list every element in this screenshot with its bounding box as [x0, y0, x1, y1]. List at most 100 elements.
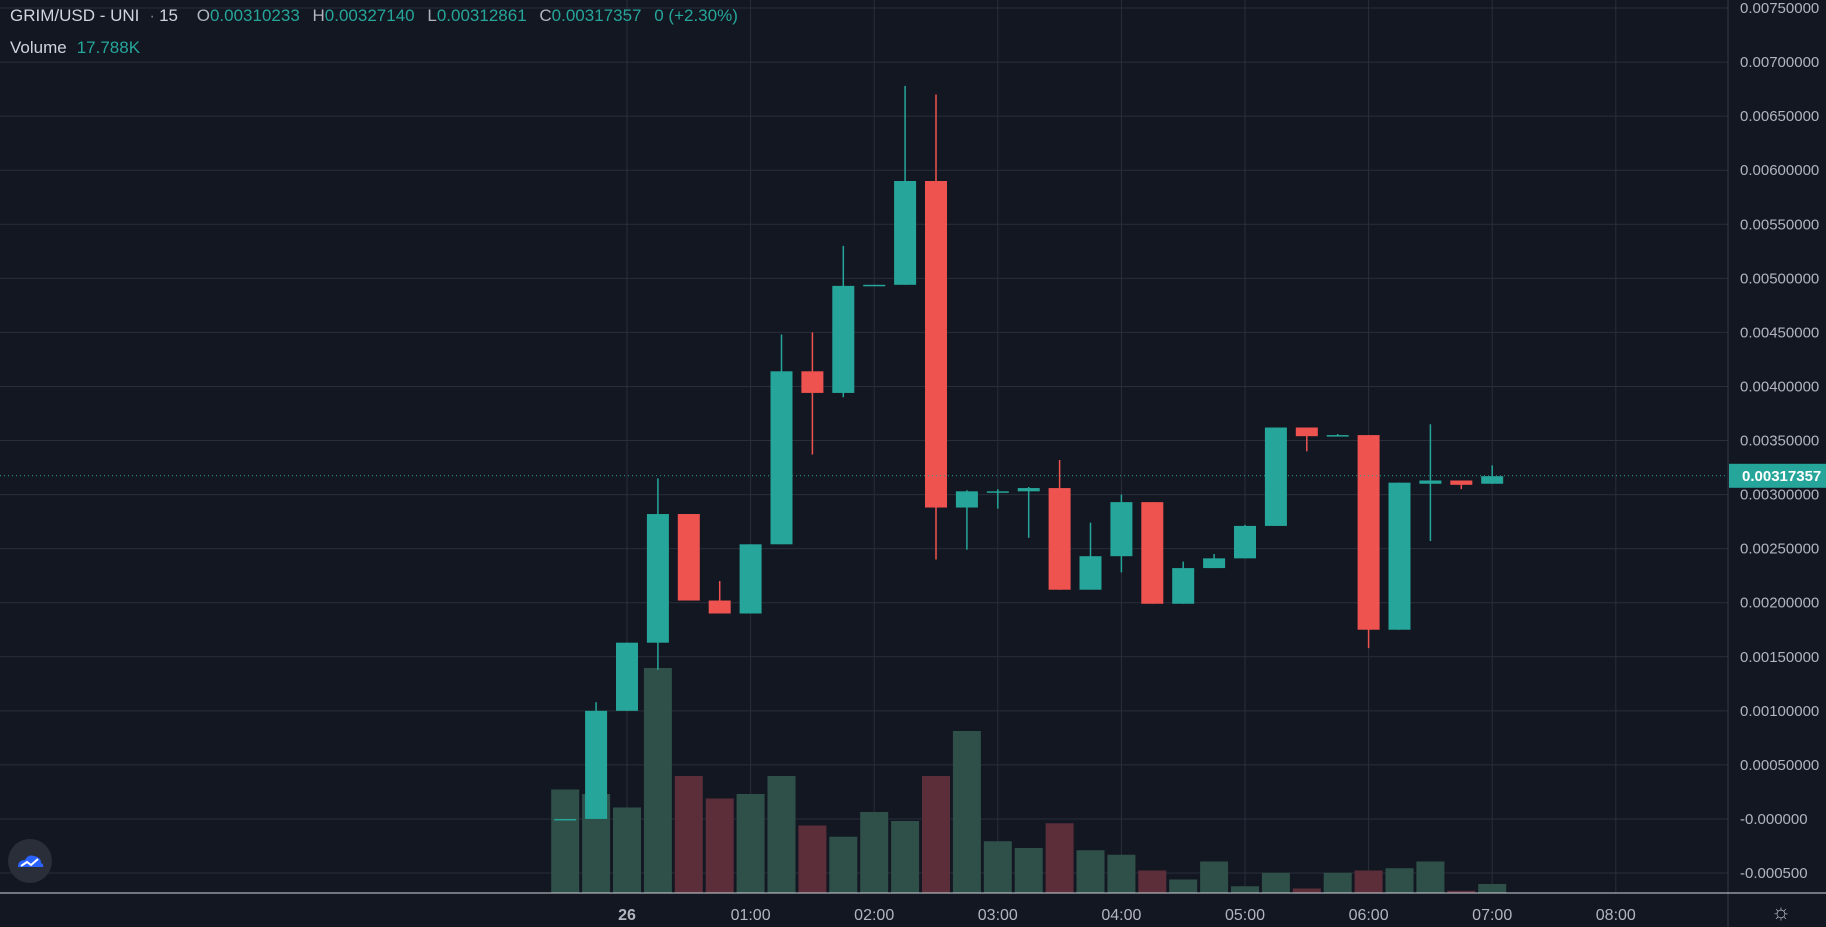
volume-bar — [1385, 868, 1414, 893]
time-tick-label: 03:00 — [978, 907, 1018, 924]
volume-bar — [705, 798, 734, 893]
price-tick-label: 0.00650000 — [1740, 108, 1819, 125]
candle-body — [646, 514, 669, 643]
candle-body — [955, 491, 978, 508]
volume-bar — [1200, 861, 1229, 893]
volume-bar — [952, 731, 981, 893]
volume-bar — [1045, 823, 1074, 893]
volume-bar — [1292, 888, 1321, 893]
price-tick-label: 0.00400000 — [1740, 378, 1819, 395]
time-tick-label: 02:00 — [854, 907, 894, 924]
volume-bar — [643, 668, 672, 893]
candle-body — [1079, 556, 1102, 590]
volume-bar — [1107, 854, 1136, 893]
price-tick-label: -0.000500 — [1740, 865, 1808, 882]
candle-body — [739, 544, 762, 614]
price-tick-label: 0.00550000 — [1740, 216, 1819, 233]
candle-body — [1264, 427, 1287, 526]
volume-bar — [1478, 884, 1507, 893]
volume-legend: Volume 17.788K — [10, 38, 140, 58]
price-tick-label: 0.00750000 — [1740, 0, 1819, 17]
volume-bar — [829, 836, 858, 893]
volume-value: 17.788K — [76, 38, 141, 57]
candle-body — [1203, 558, 1226, 569]
volume-bar — [736, 794, 765, 893]
candle-body — [1141, 502, 1164, 604]
volume-bar — [1261, 872, 1290, 893]
candle-body — [801, 371, 824, 393]
volume-bars — [551, 668, 1507, 893]
high-label: H — [312, 6, 325, 25]
tradingview-cloud-icon[interactable] — [8, 839, 52, 883]
volume-label: Volume — [10, 38, 67, 57]
volume-bar — [1169, 879, 1198, 893]
volume-bar — [613, 807, 641, 893]
candle-body — [1234, 525, 1256, 559]
candle-body — [554, 818, 577, 821]
candle-body — [894, 181, 917, 285]
volume-bar — [1416, 861, 1445, 893]
volume-bar — [1014, 848, 1043, 893]
symbol-legend: GRIM/USD - UNI · 15 O0.00310233 H0.0032714… — [10, 6, 738, 25]
candle-body — [677, 514, 700, 601]
open-label: O — [196, 6, 210, 25]
time-tick-label: 06:00 — [1349, 907, 1389, 924]
grid-lines — [0, 0, 1728, 893]
open-value: 0.00310233 — [209, 6, 300, 25]
time-tick-label: 01:00 — [731, 907, 771, 924]
time-tick-label: 26 — [618, 907, 636, 924]
price-tick-label: 0.00150000 — [1740, 649, 1819, 666]
price-tick-label: 0.00100000 — [1740, 703, 1819, 720]
volume-bar — [983, 841, 1012, 893]
volume-bar — [1076, 850, 1105, 893]
price-tick-label: -0.000000 — [1740, 811, 1808, 828]
time-tick-label: 05:00 — [1225, 907, 1265, 924]
time-tick-label: 07:00 — [1472, 907, 1512, 924]
price-tick-label: 0.00250000 — [1740, 541, 1819, 558]
price-candles — [554, 85, 1504, 821]
candle-body — [1326, 435, 1349, 437]
candle-body — [1048, 488, 1071, 590]
candle-body — [1110, 502, 1133, 557]
symbol-name[interactable]: GRIM/USD - UNI — [10, 6, 140, 25]
candle-body — [616, 642, 638, 711]
gear-icon[interactable]: ☼ — [1770, 899, 1792, 924]
candle-body — [1017, 488, 1040, 492]
price-tick-label: 0.00700000 — [1740, 54, 1819, 71]
time-tick-label: 04:00 — [1101, 907, 1141, 924]
candle-body — [925, 181, 947, 508]
volume-bar — [891, 821, 920, 893]
candle-body — [708, 600, 731, 614]
price-tick-label: 0.00350000 — [1740, 433, 1819, 450]
volume-bar — [1447, 890, 1476, 893]
candle-body — [1295, 427, 1318, 437]
candle-body — [1481, 476, 1504, 484]
last-price-label: 0.00317357 — [1742, 468, 1821, 485]
time-tick-label: 08:00 — [1596, 907, 1636, 924]
price-tick-label: 0.00050000 — [1740, 757, 1819, 774]
low-label: L — [427, 6, 437, 25]
change-value: 0 (+2.30%) — [654, 6, 738, 25]
candle-body — [1357, 435, 1380, 630]
volume-bar — [1231, 886, 1259, 893]
low-value: 0.00312861 — [436, 6, 527, 25]
close-value: 0.00317357 — [551, 6, 642, 25]
volume-bar — [1323, 872, 1352, 893]
candle-body — [770, 371, 793, 545]
volume-bar — [551, 789, 580, 893]
volume-bar — [798, 825, 827, 893]
candle-body — [986, 491, 1009, 493]
high-value: 0.00327140 — [324, 6, 415, 25]
volume-bar — [860, 812, 889, 893]
last-price-badge — [1729, 463, 1826, 488]
price-tick-label: 0.00500000 — [1740, 270, 1819, 287]
price-tick-label: 0.00200000 — [1740, 595, 1819, 612]
candle-body — [863, 284, 886, 287]
candle-body — [1388, 482, 1411, 630]
volume-bar — [767, 776, 796, 893]
candle-body — [585, 710, 608, 819]
interval[interactable]: 15 — [159, 6, 178, 25]
volume-bar — [922, 776, 950, 893]
